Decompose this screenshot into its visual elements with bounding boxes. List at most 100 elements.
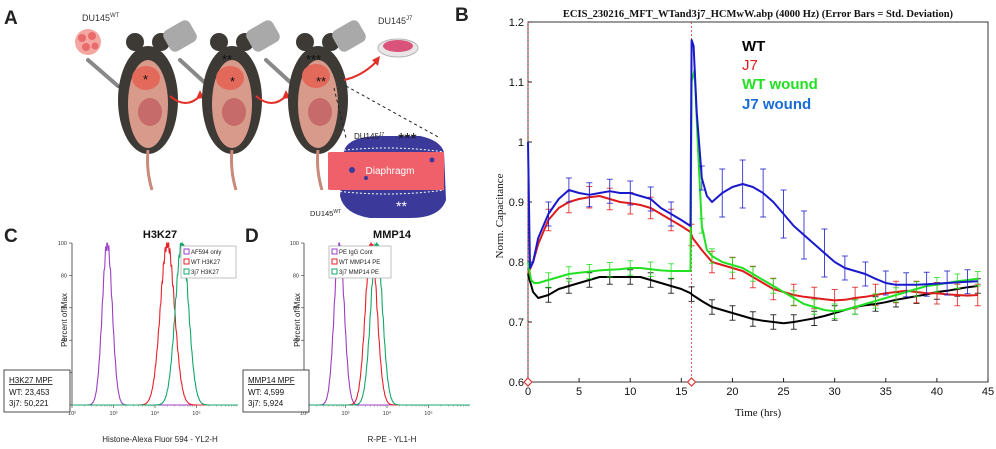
mmp14-chart-title: MMP14 bbox=[373, 229, 412, 241]
ecis-y-tick-label: 1.2 bbox=[509, 17, 524, 29]
mmp14-legend-swatch-igg bbox=[331, 248, 338, 255]
mouse-icon-1 bbox=[118, 20, 197, 191]
ecis-y-tick-label: 1.1 bbox=[509, 77, 524, 89]
h3k27-x-axis-label: Histone-Alexa Fluor 594 - YL2-H bbox=[102, 435, 218, 444]
mmp14-y-tick-label: 80 bbox=[293, 273, 299, 279]
stars-mouse-2: ** bbox=[222, 52, 232, 67]
syringe-icon bbox=[264, 58, 292, 84]
h3k27-legend: AF594 only WT H3K27 3j7 H3K27 bbox=[180, 245, 237, 279]
mmp14-legend-swatch-wt bbox=[331, 258, 338, 265]
mmp14-legend-3j7: 3j7 MMP14 PE bbox=[339, 270, 379, 276]
legend-j7-wound: J7 wound bbox=[742, 96, 811, 113]
panel-b-letter: B bbox=[455, 5, 469, 26]
h3k27-legend-3j7: 3j7 H3K27 bbox=[191, 270, 220, 276]
h3k27-x-tick-label: 10² bbox=[68, 411, 76, 417]
h3k27-legend-swatch-wt bbox=[183, 258, 190, 265]
legend-j7: J7 bbox=[742, 57, 758, 74]
zoom-line-right bbox=[345, 85, 441, 139]
h3k27-mpf-wt: WT: 23,453 bbox=[9, 388, 50, 397]
ecis-x-tick-label: 5 bbox=[576, 386, 582, 398]
legend-wt: WT bbox=[742, 38, 765, 55]
mmp14-legend-swatch-3j7 bbox=[331, 268, 338, 275]
h3k27-mpf-3j7: 3j7: 50,221 bbox=[9, 399, 49, 408]
h3k27-legend-af594: AF594 only bbox=[191, 250, 221, 256]
mmp14-mpf-wt: WT: 4,599 bbox=[248, 388, 285, 397]
ecis-x-tick-label: 45 bbox=[982, 386, 994, 398]
ecis-plot: 0 5 10 15 20 25 30 35 40 45 0.6 0.7 0.8 0.9 1 1.1 1.2 bbox=[509, 17, 994, 398]
ecis-series-j7 bbox=[527, 195, 978, 302]
h3k27-chart-title: H3K27 bbox=[143, 229, 177, 241]
ecis-series-wt bbox=[527, 273, 978, 325]
mmp14-y-tick-label: 40 bbox=[293, 338, 299, 344]
panel-b: B ECIS_230216_MFT_WTand3j7_HCMwW.abp (40… bbox=[455, 5, 994, 419]
histology-inset bbox=[327, 136, 446, 218]
zoom-line-left bbox=[333, 87, 347, 139]
ecis-y-tick-label: 0.7 bbox=[509, 317, 524, 329]
panel-d: D MMP14 02040608010010²10³10⁴10⁵ R-PE - … bbox=[242, 226, 470, 444]
mmp14-legend: PE IgG Cont WT MMP14 PE 3j7 MMP14 PE bbox=[328, 245, 392, 279]
ecis-y-tick-label: 1 bbox=[518, 137, 524, 149]
inset-du145-wt-label: DU145WT bbox=[310, 209, 341, 218]
mmp14-mpf-title: MMP14 MPF bbox=[248, 376, 295, 385]
stars-mouse-3: *** bbox=[306, 52, 321, 67]
mmp14-y-tick-label: 100 bbox=[290, 241, 299, 247]
h3k27-y-tick-label: 60 bbox=[61, 306, 67, 312]
h3k27-mpf-box: H3K27 MPF WT: 23,453 3j7: 50,221 bbox=[3, 369, 71, 413]
petri-dish-icon bbox=[377, 38, 419, 58]
ecis-y-tick-label: 0.8 bbox=[509, 257, 524, 269]
ecis-y-tick-label: 0.9 bbox=[509, 197, 524, 209]
stars-mouse-3b: ** bbox=[316, 74, 326, 89]
mouse-icon-3 bbox=[288, 20, 366, 191]
legend-wt-wound: WT wound bbox=[742, 76, 818, 93]
h3k27-histogram-3j7-h3k27 bbox=[72, 242, 238, 406]
arrow-head-icon bbox=[282, 90, 290, 99]
mmp14-x-axis-label: R-PE - YL1-H bbox=[368, 435, 417, 444]
panel-c: C H3K27 02040608010010²10³10⁴10⁵ Histone… bbox=[3, 226, 238, 444]
h3k27-x-tick-label: 10⁴ bbox=[151, 410, 160, 417]
ecis-x-tick-label: 40 bbox=[931, 386, 943, 398]
ecis-x-tick-label: 0 bbox=[525, 386, 531, 398]
ecis-x-tick-label: 15 bbox=[675, 386, 687, 398]
h3k27-legend-swatch-af594 bbox=[183, 248, 190, 255]
ecis-plot-frame bbox=[527, 21, 989, 383]
arrow-head-icon bbox=[196, 90, 204, 99]
panel-a-letter: A bbox=[4, 8, 18, 29]
ecis-x-axis-label: Time (hrs) bbox=[735, 407, 782, 419]
h3k27-legend-wt: WT H3K27 bbox=[191, 260, 221, 266]
stars-mouse-2b: * bbox=[230, 74, 235, 89]
h3k27-y-tick-label: 100 bbox=[58, 241, 67, 247]
inset-stars-top: *** bbox=[398, 131, 417, 148]
mmp14-legend-igg: PE IgG Cont bbox=[339, 250, 373, 256]
ecis-y-tick-label: 0.6 bbox=[509, 377, 524, 389]
panel-a: A DU145WT * bbox=[4, 8, 446, 218]
mmp14-legend-wt: WT MMP14 PE bbox=[339, 260, 380, 266]
arrow-head-icon bbox=[372, 56, 380, 66]
ecis-marker-diamond bbox=[686, 377, 697, 387]
mmp14-y-axis-label: Percent of Max bbox=[293, 293, 302, 347]
ecis-x-tick-label: 30 bbox=[829, 386, 841, 398]
mmp14-x-tick-label: 10⁵ bbox=[424, 410, 432, 417]
mmp14-y-tick-label: 60 bbox=[293, 306, 299, 312]
h3k27-mpf-title: H3K27 MPF bbox=[9, 376, 53, 385]
inset-diaphragm-label: Diaphragm bbox=[366, 166, 415, 177]
h3k27-x-tick-label: 10⁵ bbox=[192, 410, 200, 417]
mouse-icon-2 bbox=[202, 20, 280, 191]
ecis-x-tick-label: 20 bbox=[726, 386, 738, 398]
arrow-icon bbox=[343, 61, 377, 81]
mmp14-plot: 02040608010010²10³10⁴10⁵ bbox=[290, 241, 470, 417]
mmp14-x-tick-label: 10² bbox=[300, 411, 308, 417]
ecis-series-j7-wound bbox=[527, 39, 978, 286]
mmp14-mpf-3j7: 3j7: 5,924 bbox=[248, 399, 284, 408]
ecis-x-tick-label: 10 bbox=[624, 386, 636, 398]
panel-c-letter: C bbox=[4, 226, 18, 247]
mmp14-histogram-3j7-mmp14-pe bbox=[304, 242, 470, 406]
ecis-marker-diamond bbox=[523, 377, 533, 387]
ecis-x-tick-label: 25 bbox=[777, 386, 789, 398]
ecis-chart-title: ECIS_230216_MFT_WTand3j7_HCMwW.abp (4000… bbox=[563, 9, 954, 20]
inset-stars-bottom: ** bbox=[396, 198, 407, 214]
cell-cluster-icon bbox=[75, 29, 101, 55]
h3k27-y-tick-label: 80 bbox=[61, 273, 67, 279]
h3k27-y-axis-label: Percent of Max bbox=[60, 293, 69, 347]
syringe-icon bbox=[178, 58, 206, 84]
